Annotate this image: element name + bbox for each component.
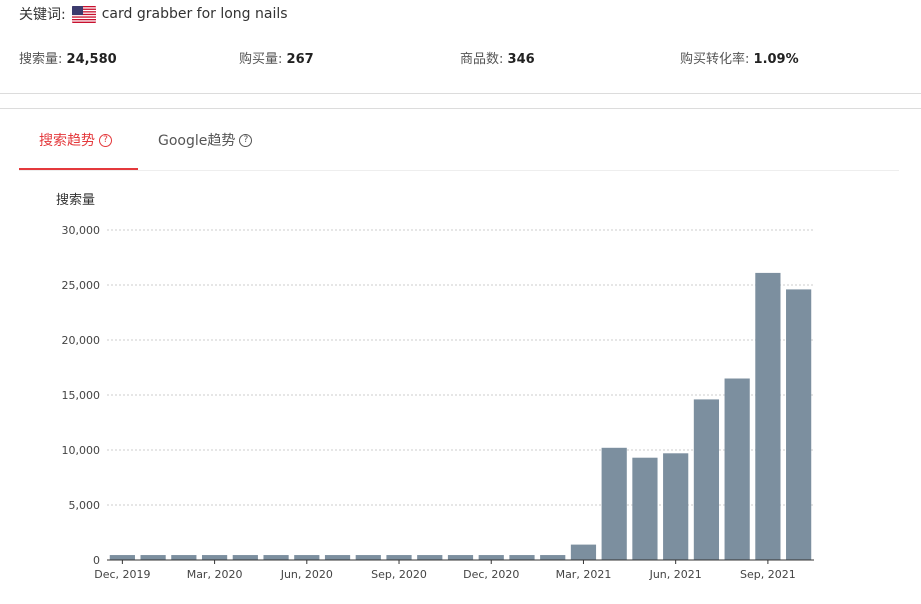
- keyword-row: 关键词: card grabber for long nails: [19, 2, 288, 26]
- tab-search-trend-label: 搜索趋势: [39, 133, 95, 149]
- bar: [693, 399, 720, 560]
- stat-products-value: 346: [507, 52, 535, 67]
- bar: [570, 544, 597, 560]
- bar: [171, 555, 197, 560]
- bar: [232, 555, 258, 560]
- active-tab-indicator: [19, 168, 138, 170]
- stat-search-volume-value: 24,580: [66, 52, 117, 67]
- chart-bars: [109, 272, 812, 560]
- tab-google-trend-label: Google趋势: [158, 133, 236, 149]
- stat-products: 商品数: 346: [460, 48, 535, 67]
- bar: [294, 555, 320, 560]
- x-tick-label: Dec, 2019: [94, 568, 150, 581]
- y-tick-label: 10,000: [62, 444, 101, 457]
- bar: [447, 555, 474, 560]
- keyword-label: 关键词:: [19, 7, 66, 23]
- stat-purchases-value: 267: [286, 52, 314, 67]
- bar: [140, 555, 166, 560]
- stat-products-label: 商品数:: [460, 52, 504, 67]
- help-icon[interactable]: ?: [239, 133, 253, 147]
- stat-search-volume: 搜索量: 24,580: [19, 48, 117, 67]
- bar: [632, 457, 658, 560]
- stat-purchases: 购买量: 267: [239, 48, 314, 67]
- bar: [724, 378, 750, 560]
- chart-grid: 0 5,000 10,000 15,000 20,000 25,000 30,000: [62, 224, 814, 567]
- stat-conversion-label: 购买转化率:: [680, 52, 750, 67]
- bar: [601, 447, 627, 560]
- section-divider: [0, 93, 921, 94]
- y-tick-label: 0: [93, 554, 100, 567]
- tab-google-trend[interactable]: Google趋势 ?: [158, 126, 253, 154]
- y-tick-label: 25,000: [62, 279, 101, 292]
- bar: [109, 555, 135, 560]
- bar: [324, 555, 351, 560]
- stat-conversion: 购买转化率: 1.09%: [680, 48, 799, 67]
- bar: [478, 555, 504, 560]
- tab-bar-divider: [19, 170, 899, 171]
- bar: [386, 555, 412, 560]
- keyword-value: card grabber for long nails: [101, 6, 288, 22]
- bar: [786, 289, 812, 560]
- bar: [509, 555, 535, 560]
- y-tick-label: 15,000: [62, 389, 101, 402]
- x-tick-label: Sep, 2020: [371, 568, 427, 581]
- bar: [201, 555, 228, 560]
- bar: [263, 555, 289, 560]
- help-icon[interactable]: ?: [99, 133, 112, 147]
- section-divider: [0, 108, 921, 109]
- chart-y-axis-title: 搜索量: [56, 193, 96, 208]
- bar: [417, 555, 443, 560]
- stat-purchases-label: 购买量:: [239, 52, 283, 67]
- bar: [755, 272, 781, 560]
- bar: [540, 555, 566, 560]
- x-tick-label: Jun, 2020: [280, 568, 333, 581]
- us-flag-icon: [71, 5, 96, 23]
- y-tick-label: 20,000: [62, 334, 101, 347]
- bar: [355, 555, 381, 560]
- bar: [663, 453, 689, 560]
- x-tick-label: Dec, 2020: [463, 568, 519, 581]
- x-tick-label: Jun, 2021: [649, 568, 702, 581]
- x-tick-label: Mar, 2021: [556, 568, 612, 581]
- y-tick-label: 5,000: [69, 499, 101, 512]
- y-tick-label: 30,000: [62, 224, 101, 237]
- stat-search-volume-label: 搜索量:: [19, 52, 63, 67]
- tab-search-trend[interactable]: 搜索趋势 ?: [39, 126, 112, 154]
- stat-conversion-value: 1.09%: [753, 52, 799, 67]
- x-tick-label: Sep, 2021: [740, 568, 796, 581]
- x-tick-label: Mar, 2020: [187, 568, 243, 581]
- chart-x-axis: Dec, 2019 Mar, 2020 Jun, 2020 Sep, 2020 Dec,…: [94, 559, 814, 581]
